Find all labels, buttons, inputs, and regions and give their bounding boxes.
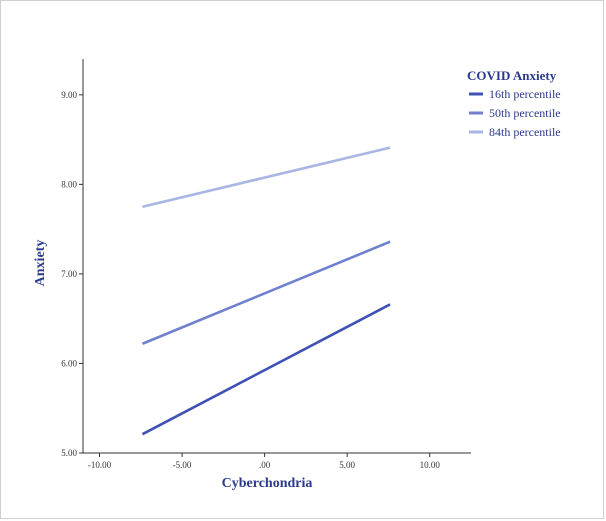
- y-axis-title: Anxiety: [33, 240, 48, 287]
- legend-title: COVID Anxiety: [467, 68, 557, 83]
- x-tick-label: -10.00: [88, 460, 112, 470]
- y-tick-label: 7.00: [61, 269, 77, 279]
- x-tick-label: .00: [259, 460, 271, 470]
- x-axis-title: Cyberchondria: [222, 476, 313, 491]
- y-tick-label: 6.00: [61, 358, 77, 368]
- legend: COVID Anxiety 16th percentile 50th percen…: [467, 68, 561, 139]
- series-line-3: [142, 146, 391, 209]
- y-tick-label: 5.00: [61, 448, 77, 458]
- series-line-2: [141, 240, 391, 345]
- x-ticks: -10.00 -5.00 .00 5.00 10.00: [88, 453, 440, 470]
- legend-items: 16th percentile 50th percentile 84th perce…: [469, 87, 561, 139]
- legend-label-3: 84th percentile: [489, 125, 561, 139]
- y-ticks: 5.00 6.00 7.00 8.00 9.00: [61, 90, 83, 458]
- series-line-1: [141, 303, 391, 436]
- x-tick-label: 10.00: [420, 460, 441, 470]
- legend-label-1: 16th percentile: [489, 87, 561, 101]
- x-tick-label: -5.00: [173, 460, 192, 470]
- legend-label-2: 50th percentile: [489, 106, 561, 120]
- x-tick-label: 5.00: [339, 460, 355, 470]
- y-tick-label: 9.00: [61, 90, 77, 100]
- axes: [82, 59, 471, 454]
- y-tick-label: 8.00: [61, 179, 77, 189]
- series-lines: [141, 146, 391, 436]
